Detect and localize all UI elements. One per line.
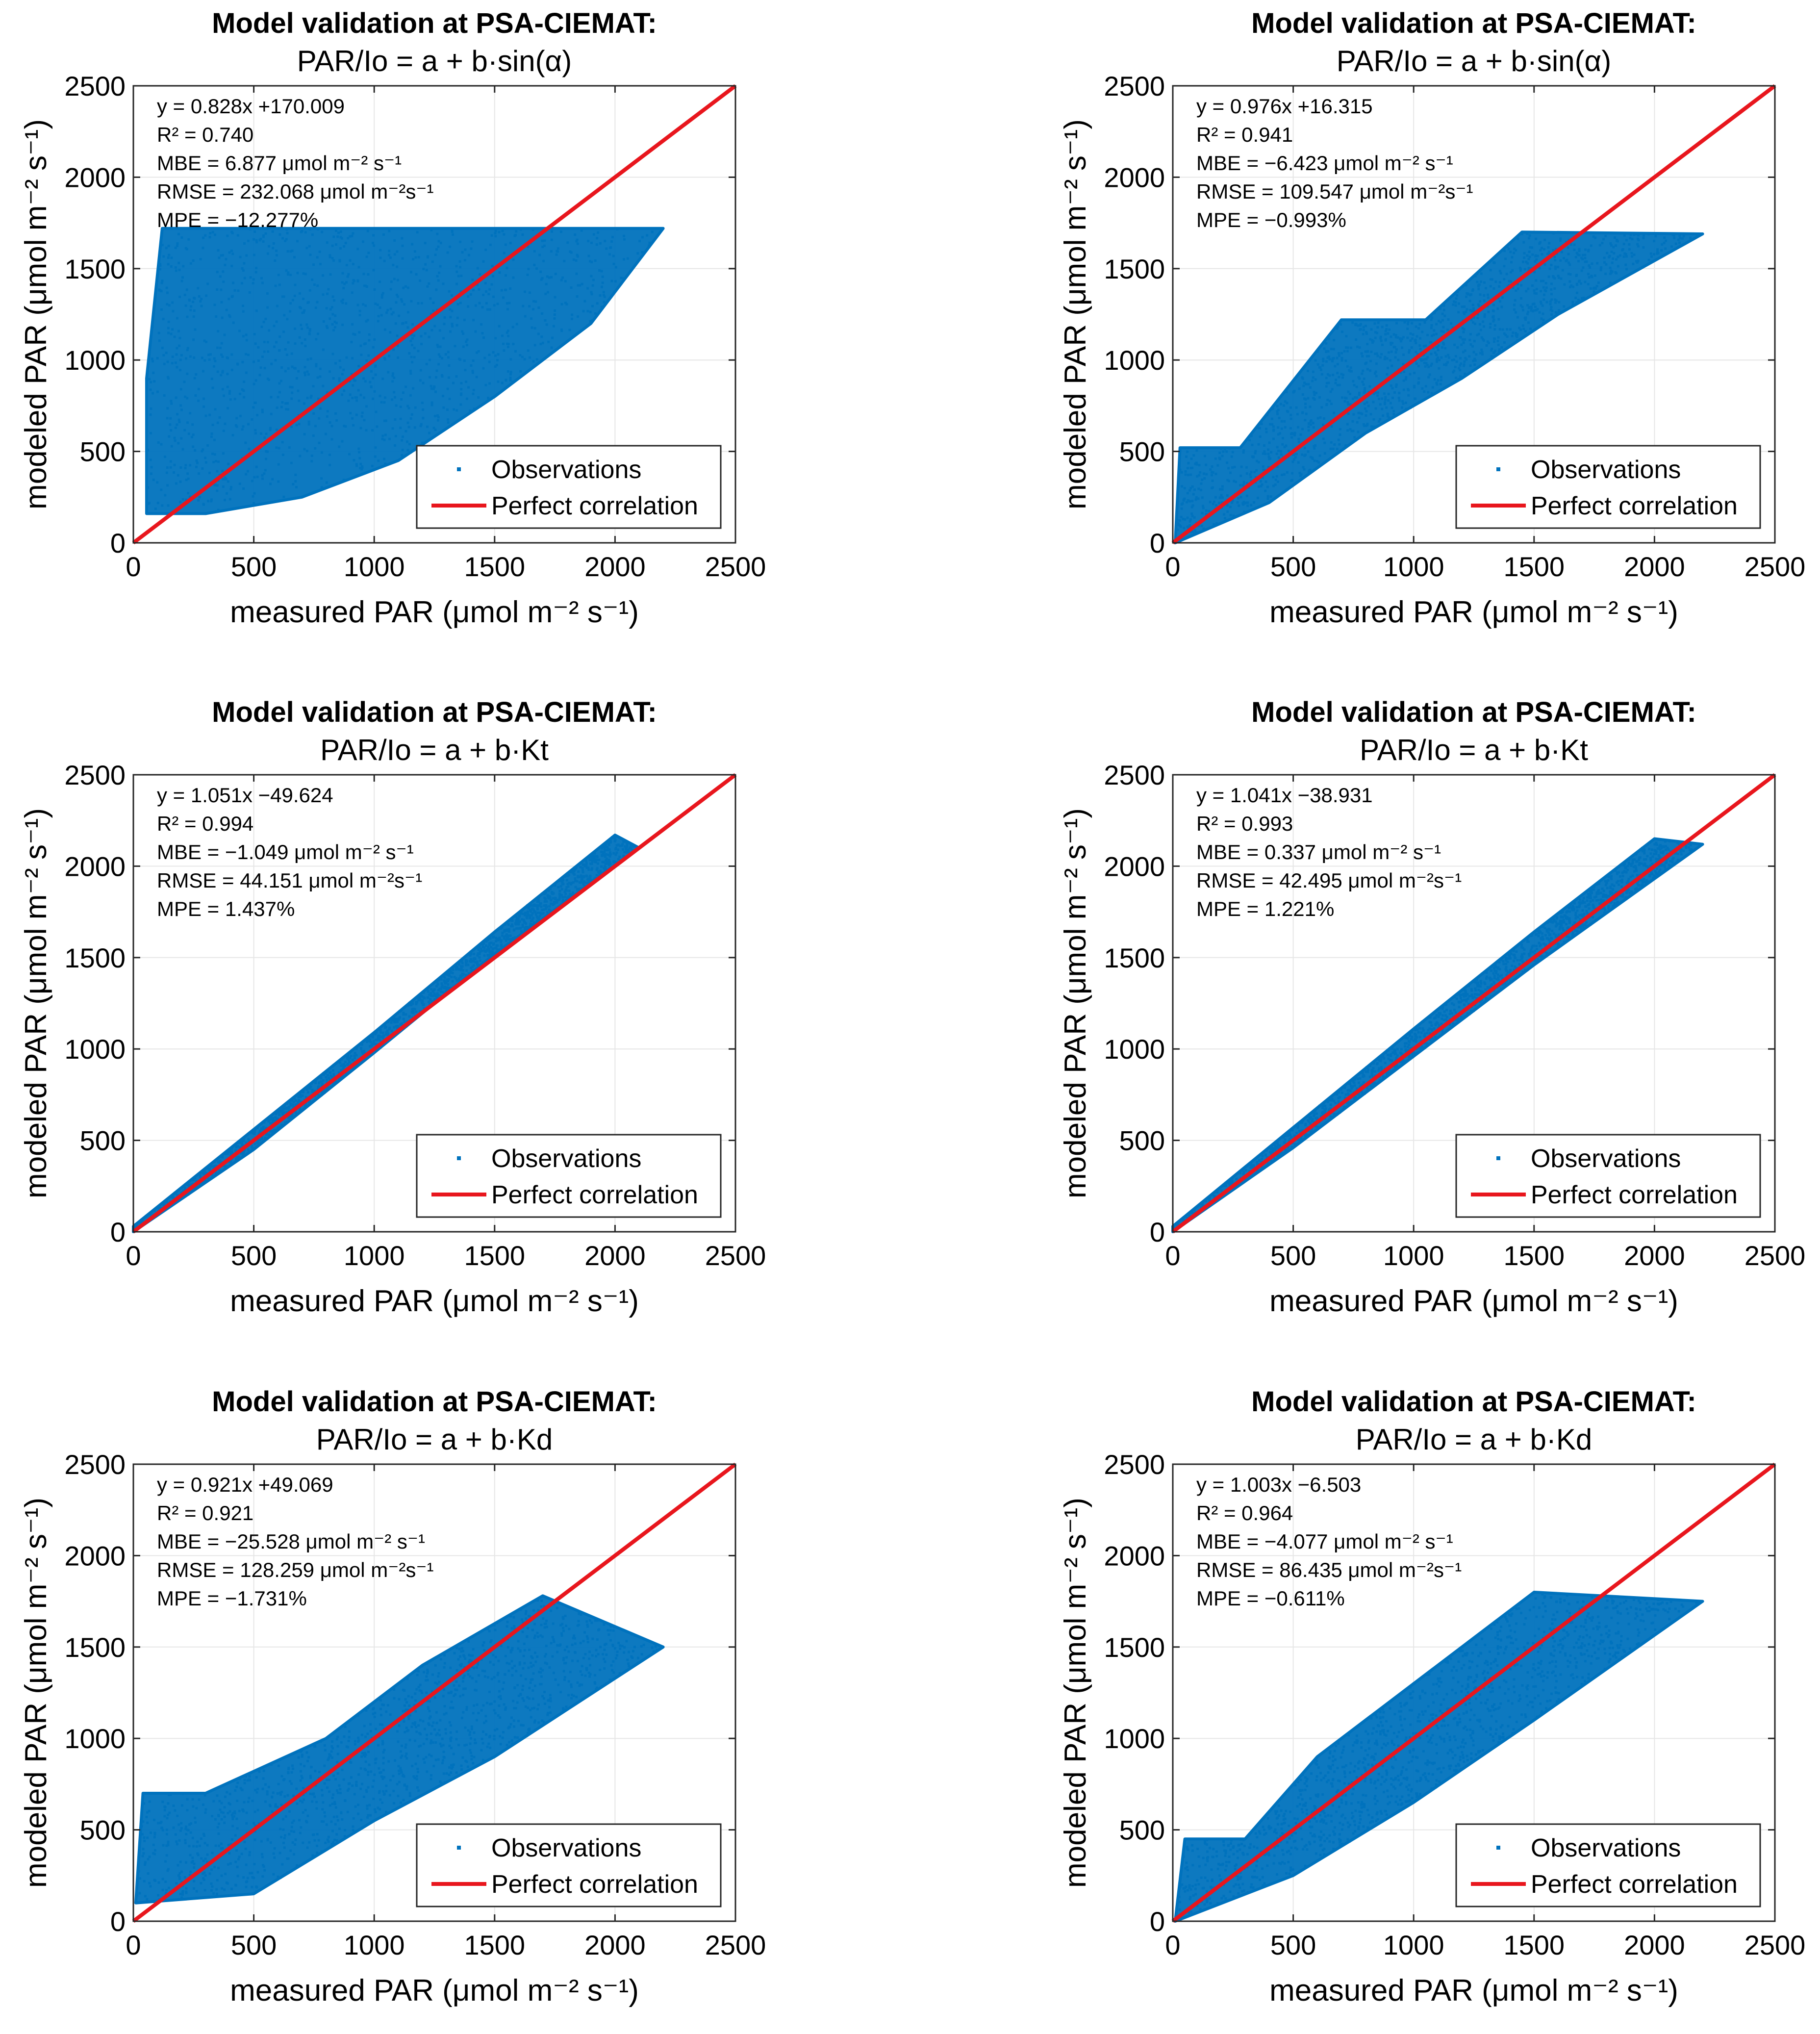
- x-tick-label: 2500: [705, 551, 766, 582]
- legend-box: [416, 1134, 722, 1218]
- y-tick-label: 2000: [64, 162, 126, 193]
- x-tick-label: 1000: [344, 1240, 405, 1271]
- stats-line: MBE = −1.049 μmol m⁻² s⁻¹: [157, 840, 414, 864]
- y-axis-label: modeled PAR (μmol m⁻² s⁻¹): [1059, 119, 1092, 509]
- y-tick-label: 2500: [64, 760, 126, 790]
- legend-label-observations: Observations: [1531, 456, 1681, 484]
- observation-cloud: [1173, 230, 1704, 544]
- y-tick-label: 500: [80, 1125, 126, 1156]
- x-tick-label: 1500: [1504, 551, 1565, 582]
- y-tick-label: 1000: [1104, 345, 1165, 376]
- y-tick-label: 2500: [64, 71, 126, 102]
- x-tick-label: 0: [1165, 551, 1180, 582]
- y-tick-label: 1500: [64, 942, 126, 973]
- chart-title: Model validation at PSA-CIEMAT:: [212, 7, 657, 39]
- panel-4: 0 500 1000 1500 2000 250005001000150020002500…: [1059, 696, 1805, 1318]
- y-tick-label: 2000: [64, 851, 126, 882]
- perfect-correlation-line: [1171, 84, 1776, 545]
- stats-line: R² = 0.941: [1196, 123, 1293, 146]
- y-tick-label: 1000: [64, 1034, 126, 1065]
- panel-2: 0 500 1000 1500 2000 2500 0 500 1000 1500 2000 2500…: [1059, 7, 1805, 629]
- x-axis-label: measured PAR (μmol m⁻² s⁻¹): [1269, 595, 1678, 629]
- y-tick-label: 2000: [1104, 162, 1165, 193]
- x-tick-label: 500: [231, 1240, 277, 1271]
- y-axis-label: modeled PAR (μmol m⁻² s⁻¹): [19, 808, 53, 1198]
- stats-line: RMSE = 109.547 μmol m⁻²s⁻¹: [1196, 180, 1473, 203]
- y-tick-label: 500: [1119, 436, 1165, 467]
- x-tick-label: 1000: [344, 551, 405, 582]
- stats-line: MPE = −0.993%: [1196, 208, 1346, 231]
- y-tick-label: 2500: [1104, 71, 1165, 102]
- y-tick-label: 1000: [64, 345, 126, 376]
- y-tick-label: 1500: [1104, 254, 1165, 284]
- axes-box: [132, 85, 736, 544]
- chart-subtitle: PAR/Io = a + b·sin(α): [1337, 45, 1611, 77]
- x-tick-label: 1000: [1383, 551, 1444, 582]
- stats-line: MPE = 1.437%: [157, 897, 295, 920]
- x-tick-label: 1500: [464, 1240, 526, 1271]
- y-tick-label: 1500: [64, 254, 126, 284]
- x-tick-label: 500: [1270, 551, 1316, 582]
- x-tick-label: 1500: [464, 551, 526, 582]
- legend: Observations Perfect correlation: [1455, 445, 1761, 529]
- perfect-correlation-line: [132, 84, 737, 545]
- legend-box: [1455, 445, 1761, 529]
- stats-line: y = 1.051x −49.624: [157, 784, 333, 807]
- x-axis-label: measured PAR (μmol m⁻² s⁻¹): [230, 1284, 639, 1318]
- legend-marker-observations: [457, 467, 461, 471]
- legend-label-perfect: Perfect correlation: [1531, 492, 1738, 520]
- chart-title: Model validation at PSA-CIEMAT:: [1251, 7, 1696, 39]
- axes-box: [1172, 85, 1776, 544]
- axes-box: [132, 774, 736, 1233]
- stats-line: MPE = −12.277%: [157, 208, 318, 231]
- legend-marker-observations: [1496, 467, 1500, 471]
- x-tick-label: 2500: [1744, 551, 1806, 582]
- legend-box: [416, 445, 722, 529]
- chart-subtitle: PAR/Io = a + b·sin(α): [297, 45, 572, 77]
- stats-line: y = 0.976x +16.315: [1196, 95, 1373, 118]
- panel-3: 0 500 1000 1500 2000 2500 0 500 1000 1500 2000 2500…: [19, 696, 766, 1318]
- x-tick-label: 0: [126, 551, 141, 582]
- legend-label-perfect: Perfect correlation: [491, 492, 698, 520]
- x-tick-label: 2000: [584, 1240, 646, 1271]
- panel-1: 0 500 1000 1500 2000 2500 0 500 1000 1500 2000 2500…: [19, 7, 766, 629]
- y-axis-label: modeled PAR (μmol m⁻² s⁻¹): [19, 119, 53, 509]
- x-tick-label: 2000: [1624, 551, 1685, 582]
- legend: Observations Perfect correlation: [416, 1134, 722, 1218]
- legend-label-observations: Observations: [491, 1144, 641, 1173]
- stats-line: RMSE = 232.068 μmol m⁻²s⁻¹: [157, 180, 434, 203]
- chart-title: Model validation at PSA-CIEMAT:: [212, 696, 657, 728]
- x-tick-label: 500: [231, 551, 277, 582]
- legend-marker-observations: [457, 1156, 461, 1160]
- y-tick-label: 0: [110, 528, 126, 559]
- stats-line: R² = 0.994: [157, 812, 253, 835]
- observation-cloud: [132, 834, 641, 1233]
- x-tick-label: 2500: [705, 1240, 766, 1271]
- chart-subtitle: PAR/Io = a + b·Kt: [320, 734, 549, 766]
- legend-label-observations: Observations: [491, 456, 641, 484]
- stats-line: MBE = −6.423 μmol m⁻² s⁻¹: [1196, 152, 1453, 175]
- y-tick-label: 500: [80, 436, 126, 467]
- x-tick-label: 2000: [584, 551, 646, 582]
- stats-line: y = 0.828x +170.009: [157, 95, 345, 118]
- y-tick-label: 0: [110, 1217, 126, 1247]
- x-axis-label: measured PAR (μmol m⁻² s⁻¹): [230, 595, 639, 629]
- observation-cloud: [145, 227, 665, 515]
- perfect-correlation-line: [132, 773, 737, 1234]
- stats-line: RMSE = 44.151 μmol m⁻²s⁻¹: [157, 869, 422, 892]
- x-tick-label: 0: [126, 1240, 141, 1271]
- stats-line: MBE = 6.877 μmol m⁻² s⁻¹: [157, 152, 402, 175]
- stats-line: R² = 0.740: [157, 123, 253, 146]
- legend-label-perfect: Perfect correlation: [491, 1181, 698, 1209]
- y-tick-label: 0: [1150, 528, 1165, 559]
- legend: Observations Perfect correlation: [416, 445, 722, 529]
